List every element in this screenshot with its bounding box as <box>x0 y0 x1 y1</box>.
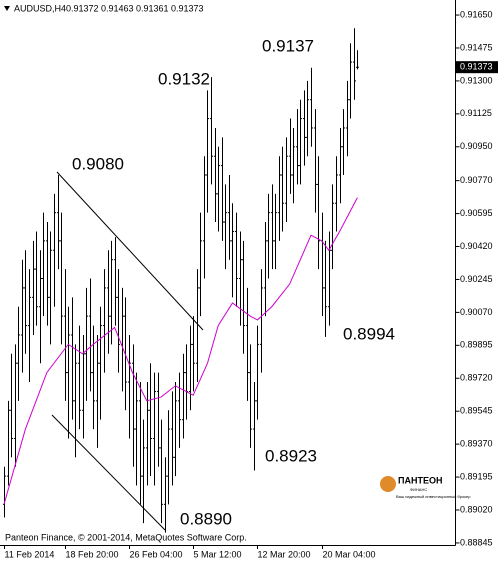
x-tick-label: 20 Mar 04:00 <box>323 549 376 559</box>
last-price-label: 0.91373 <box>460 62 493 72</box>
y-tick-label: 0.89195 <box>460 471 493 481</box>
logo-sub: ФИНАНС <box>410 487 427 492</box>
y-tick-label: 0.90595 <box>460 208 493 218</box>
annotation: 0.9132 <box>158 69 210 88</box>
y-tick-label: 0.90420 <box>460 241 493 251</box>
annotation: 0.8994 <box>343 324 395 343</box>
trend-line <box>56 171 204 331</box>
y-tick-label: 0.90245 <box>460 274 493 284</box>
y-tick-label: 0.91650 <box>460 9 493 19</box>
x-tick-label: 18 Feb 20:00 <box>66 549 119 559</box>
y-tick-label: 0.91475 <box>460 42 493 52</box>
annotation: 0.9080 <box>72 154 124 173</box>
last-price-box <box>456 61 498 74</box>
x-tick-label: 11 Feb 2014 <box>5 549 55 559</box>
y-tick-label: 0.90950 <box>460 141 493 151</box>
trend-line <box>51 414 166 531</box>
annotation: 0.9137 <box>262 36 314 55</box>
high-value: 0.91463 <box>101 3 134 13</box>
y-tick-label: 0.90770 <box>460 175 493 185</box>
menu-icon <box>4 6 10 11</box>
y-tick-label: 0.89720 <box>460 373 493 383</box>
copyright: Panteon Finance, © 2001-2014, MetaQuotes… <box>5 532 247 542</box>
annotation: 0.8890 <box>180 509 232 528</box>
logo-slogan: Ваш надежный инвестиционный брокер <box>396 494 471 499</box>
y-tick-label: 0.89895 <box>460 340 493 350</box>
chart-title: AUDUSD,H4 <box>14 3 66 13</box>
low-value: 0.91361 <box>136 3 169 13</box>
annotation: 0.8923 <box>265 446 317 465</box>
y-tick-label: 0.88845 <box>460 537 493 547</box>
y-tick-label: 0.89545 <box>460 406 493 416</box>
y-tick-label: 0.91125 <box>460 108 492 118</box>
x-tick-label: 26 Feb 04:00 <box>130 549 183 559</box>
x-tick-label: 12 Mar 20:00 <box>258 549 311 559</box>
y-tick-label: 0.91300 <box>460 75 493 85</box>
logo-icon <box>380 476 396 492</box>
close-value: 0.91373 <box>171 3 204 13</box>
x-tick-label: 5 Mar 12:00 <box>194 549 242 559</box>
y-tick-label: 0.90070 <box>460 307 493 317</box>
open-value: 0.91372 <box>66 3 99 13</box>
moving-average <box>3 197 358 505</box>
logo-name: ПАНТЕОН <box>398 475 442 485</box>
y-tick-label: 0.89020 <box>460 504 493 514</box>
y-tick-label: 0.89370 <box>460 439 493 449</box>
